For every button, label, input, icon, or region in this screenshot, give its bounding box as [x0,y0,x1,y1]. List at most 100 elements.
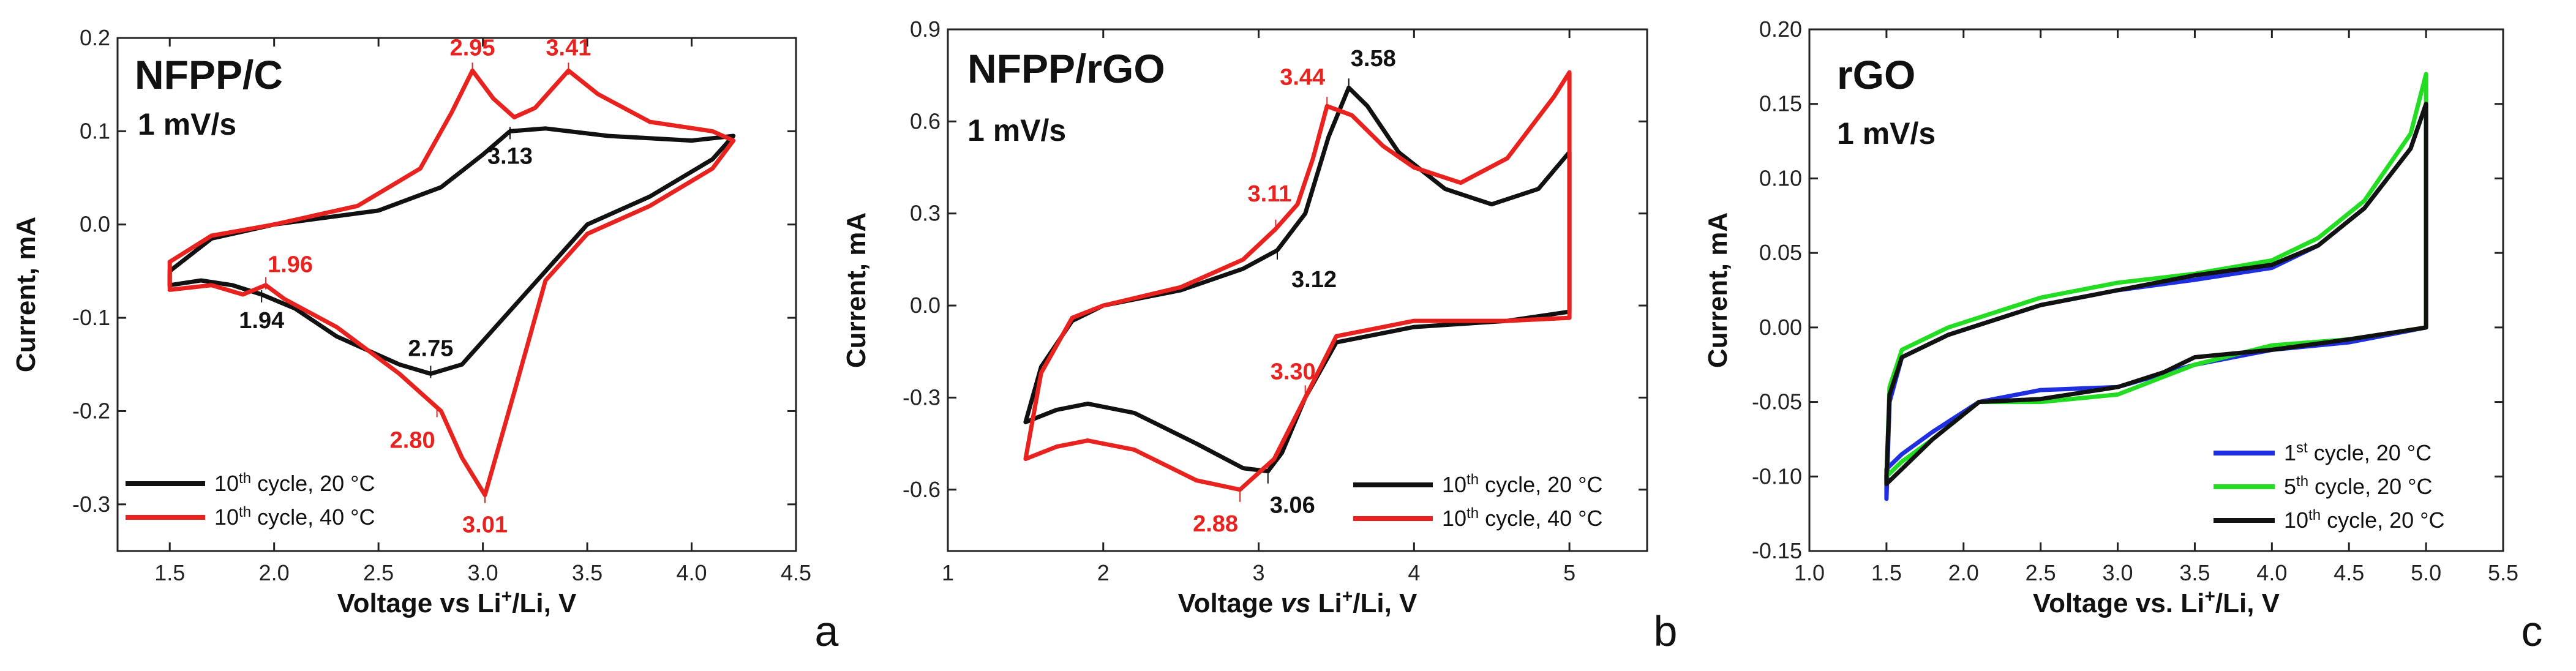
legend-label-3: 10th cycle, 20 °C [2284,507,2445,533]
x-axis-label-part: + [501,587,513,607]
y-tick-label: 0.0 [910,293,941,318]
x-axis-label-part: /Li, V [1353,588,1418,618]
legend-label-1: 1st cycle, 20 °C [2284,440,2431,466]
x-tick-label: 4 [1408,560,1420,585]
panel-title: rGO [1837,52,1915,97]
legend-sup: th [239,470,251,487]
legend-rest: cycle, 20 °C [2321,508,2444,533]
peak-annotation: 3.41 [546,35,591,61]
legend-label-1: 10th cycle, 20 °C [1442,471,1603,498]
legend-label-2: 10th cycle, 40 °C [1442,505,1603,531]
x-tick-label: 2.0 [259,560,290,585]
y-tick-label: 0.3 [910,201,941,226]
peak-annotation: 3.01 [462,512,508,538]
x-axis-label-part: + [1342,587,1353,607]
x-tick-label: 2.5 [2026,560,2056,585]
x-axis-label-part: /Li, V [512,588,577,618]
legend-base: 10 [1442,472,1466,497]
series-line-1 [1023,85,1572,474]
y-tick-label: -0.05 [1752,389,1802,414]
scan-rate-label: 1 mV/s [967,113,1066,148]
x-tick-label: 1 [942,560,954,585]
panel-title: NFPP/C [135,52,283,97]
plot-frame [1808,28,2504,552]
legend-base: 5 [2284,474,2296,499]
legend-sup: st [2296,440,2308,456]
peak-annotation: 1.94 [239,308,284,334]
y-axis-label: Current, mA [841,212,871,368]
y-axis-label: Current, mA [1703,212,1733,368]
legend-label-2: 5th cycle, 20 °C [2284,473,2433,500]
legend-rest: cycle, 40 °C [1479,506,1602,531]
y-tick-label: -0.2 [72,398,110,423]
x-axis-label: Voltage vs Li+/Li, V [337,587,577,619]
panel-letter: b [1654,607,1678,655]
legend-rest: cycle, 40 °C [251,504,375,530]
peak-annotation: 3.11 [1248,181,1292,207]
legend-base: 10 [2284,508,2308,533]
legend-sup: th [1466,505,1479,522]
panel-title: NFPP/rGO [967,46,1165,91]
series-line-2 [167,68,736,498]
x-tick-label: 3.0 [2103,560,2133,585]
x-tick-label: 4.0 [2256,560,2287,585]
legend-rest: cycle, 20 °C [1479,472,1602,497]
x-axis-label-part: vs [1280,588,1310,618]
y-tick-label: -0.15 [1752,538,1802,563]
x-tick-label: 5.0 [2411,560,2441,585]
panel-letter: c [2522,607,2543,655]
y-tick-label: -0.3 [72,492,110,517]
x-tick-label: 4.5 [781,560,811,585]
y-tick-label: 0.00 [1759,315,1802,340]
legend-base: 10 [214,504,239,530]
x-tick-label: 3.5 [2179,560,2210,585]
panel-b: 1 2 3 4 5 -0.6 -0.3 0.0 0.3 0.6 0.9 Voltage vs Li+/… [841,17,1677,655]
peak-annotation: 2.80 [390,427,435,453]
legend-label-2: 10th cycle, 40 °C [214,504,375,530]
x-axis-label-part: /Li, V [2215,588,2280,618]
legend-label-1: 10th cycle, 20 °C [214,470,375,497]
y-tick-label: 0.20 [1759,17,1802,42]
x-axis-label-part: Voltage [1178,588,1281,618]
series-line-2 [1023,70,1572,492]
scan-rate-label: 1 mV/s [1837,116,1936,151]
y-tick-label: -0.10 [1752,463,1802,489]
peak-annotation: 3.44 [1280,64,1325,90]
legend-sup: th [239,504,251,520]
legend-base: 10 [1442,506,1466,531]
peak-annotation: 2.75 [408,336,453,361]
x-tick-label: 2.5 [363,560,394,585]
legend-sup: th [2296,473,2308,490]
y-tick-label: 0.15 [1759,91,1802,116]
y-tick-label: -0.3 [903,384,941,410]
legend-sup: th [1466,471,1479,488]
y-tick-label: 0.6 [910,108,941,133]
y-tick-label: 0.05 [1759,240,1802,265]
scan-rate-label: 1 mV/s [138,107,236,141]
peak-annotation: 3.12 [1291,267,1337,293]
peak-annotation: 3.58 [1351,46,1396,72]
peak-annotation: 2.95 [450,35,495,61]
x-tick-label: 4.5 [2334,560,2364,585]
legend-base: 10 [214,471,239,496]
peak-annotation: 3.13 [487,143,533,169]
x-tick-label: 1.5 [1871,560,1902,585]
legend-rest: cycle, 20 °C [2308,440,2431,465]
y-tick-label: 0.10 [1759,165,1802,190]
y-tick-label: 0.1 [80,118,110,143]
x-tick-label: 3 [1253,560,1265,585]
plot-frame [947,28,1648,552]
legend-sup: th [2308,507,2321,523]
x-axis-label-part: + [2204,587,2215,607]
x-axis-label-part: Voltage vs Li [337,588,501,618]
plot-frame [116,37,797,552]
peak-annotation: 3.06 [1270,493,1315,519]
y-tick-label: 0.0 [80,212,110,237]
y-tick-label: 0.9 [910,17,941,42]
peak-annotation: 3.30 [1271,359,1316,384]
y-tick-label: -0.6 [903,477,941,502]
x-tick-label: 4.0 [677,560,707,585]
peak-annotation: 1.96 [268,252,313,278]
series-line-3 [1884,102,2428,486]
